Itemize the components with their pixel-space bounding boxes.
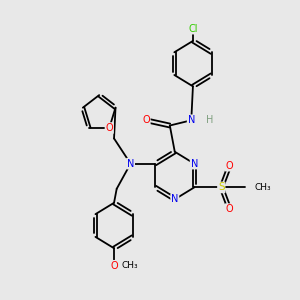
Text: N: N bbox=[171, 194, 178, 204]
Text: O: O bbox=[106, 123, 113, 133]
Text: O: O bbox=[142, 115, 150, 125]
Text: O: O bbox=[226, 161, 233, 171]
Text: S: S bbox=[218, 182, 225, 192]
Text: H: H bbox=[206, 115, 213, 125]
Text: N: N bbox=[188, 115, 195, 125]
Text: O: O bbox=[110, 261, 118, 271]
Text: CH₃: CH₃ bbox=[121, 261, 138, 270]
Text: Cl: Cl bbox=[188, 24, 198, 34]
Text: N: N bbox=[190, 159, 198, 169]
Text: CH₃: CH₃ bbox=[254, 183, 271, 192]
Text: O: O bbox=[226, 204, 233, 214]
Text: N: N bbox=[127, 159, 134, 169]
